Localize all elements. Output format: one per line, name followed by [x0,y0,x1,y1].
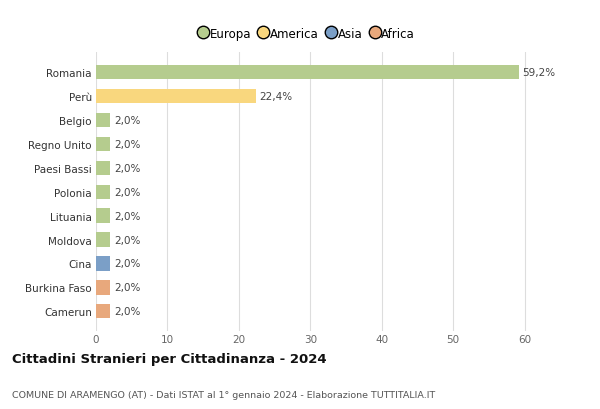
Bar [96,233,110,247]
Bar [96,304,110,319]
Text: 22,4%: 22,4% [260,92,293,102]
Bar [96,161,110,175]
Text: 2,0%: 2,0% [114,116,140,126]
Text: 2,0%: 2,0% [114,211,140,221]
Text: 59,2%: 59,2% [523,68,556,78]
Text: 2,0%: 2,0% [114,187,140,197]
Text: COMUNE DI ARAMENGO (AT) - Dati ISTAT al 1° gennaio 2024 - Elaborazione TUTTITALI: COMUNE DI ARAMENGO (AT) - Dati ISTAT al … [12,390,435,399]
Text: 2,0%: 2,0% [114,306,140,317]
Text: 2,0%: 2,0% [114,283,140,292]
Legend: Europa, America, Asia, Africa: Europa, America, Asia, Africa [196,23,419,45]
Text: 2,0%: 2,0% [114,163,140,173]
Bar [96,209,110,223]
Bar [96,114,110,128]
Text: 2,0%: 2,0% [114,235,140,245]
Text: Cittadini Stranieri per Cittadinanza - 2024: Cittadini Stranieri per Cittadinanza - 2… [12,352,326,365]
Bar [96,90,256,104]
Bar [96,185,110,199]
Bar [96,137,110,152]
Bar [96,66,519,80]
Bar [96,281,110,295]
Text: 2,0%: 2,0% [114,259,140,269]
Bar [96,256,110,271]
Text: 2,0%: 2,0% [114,139,140,150]
